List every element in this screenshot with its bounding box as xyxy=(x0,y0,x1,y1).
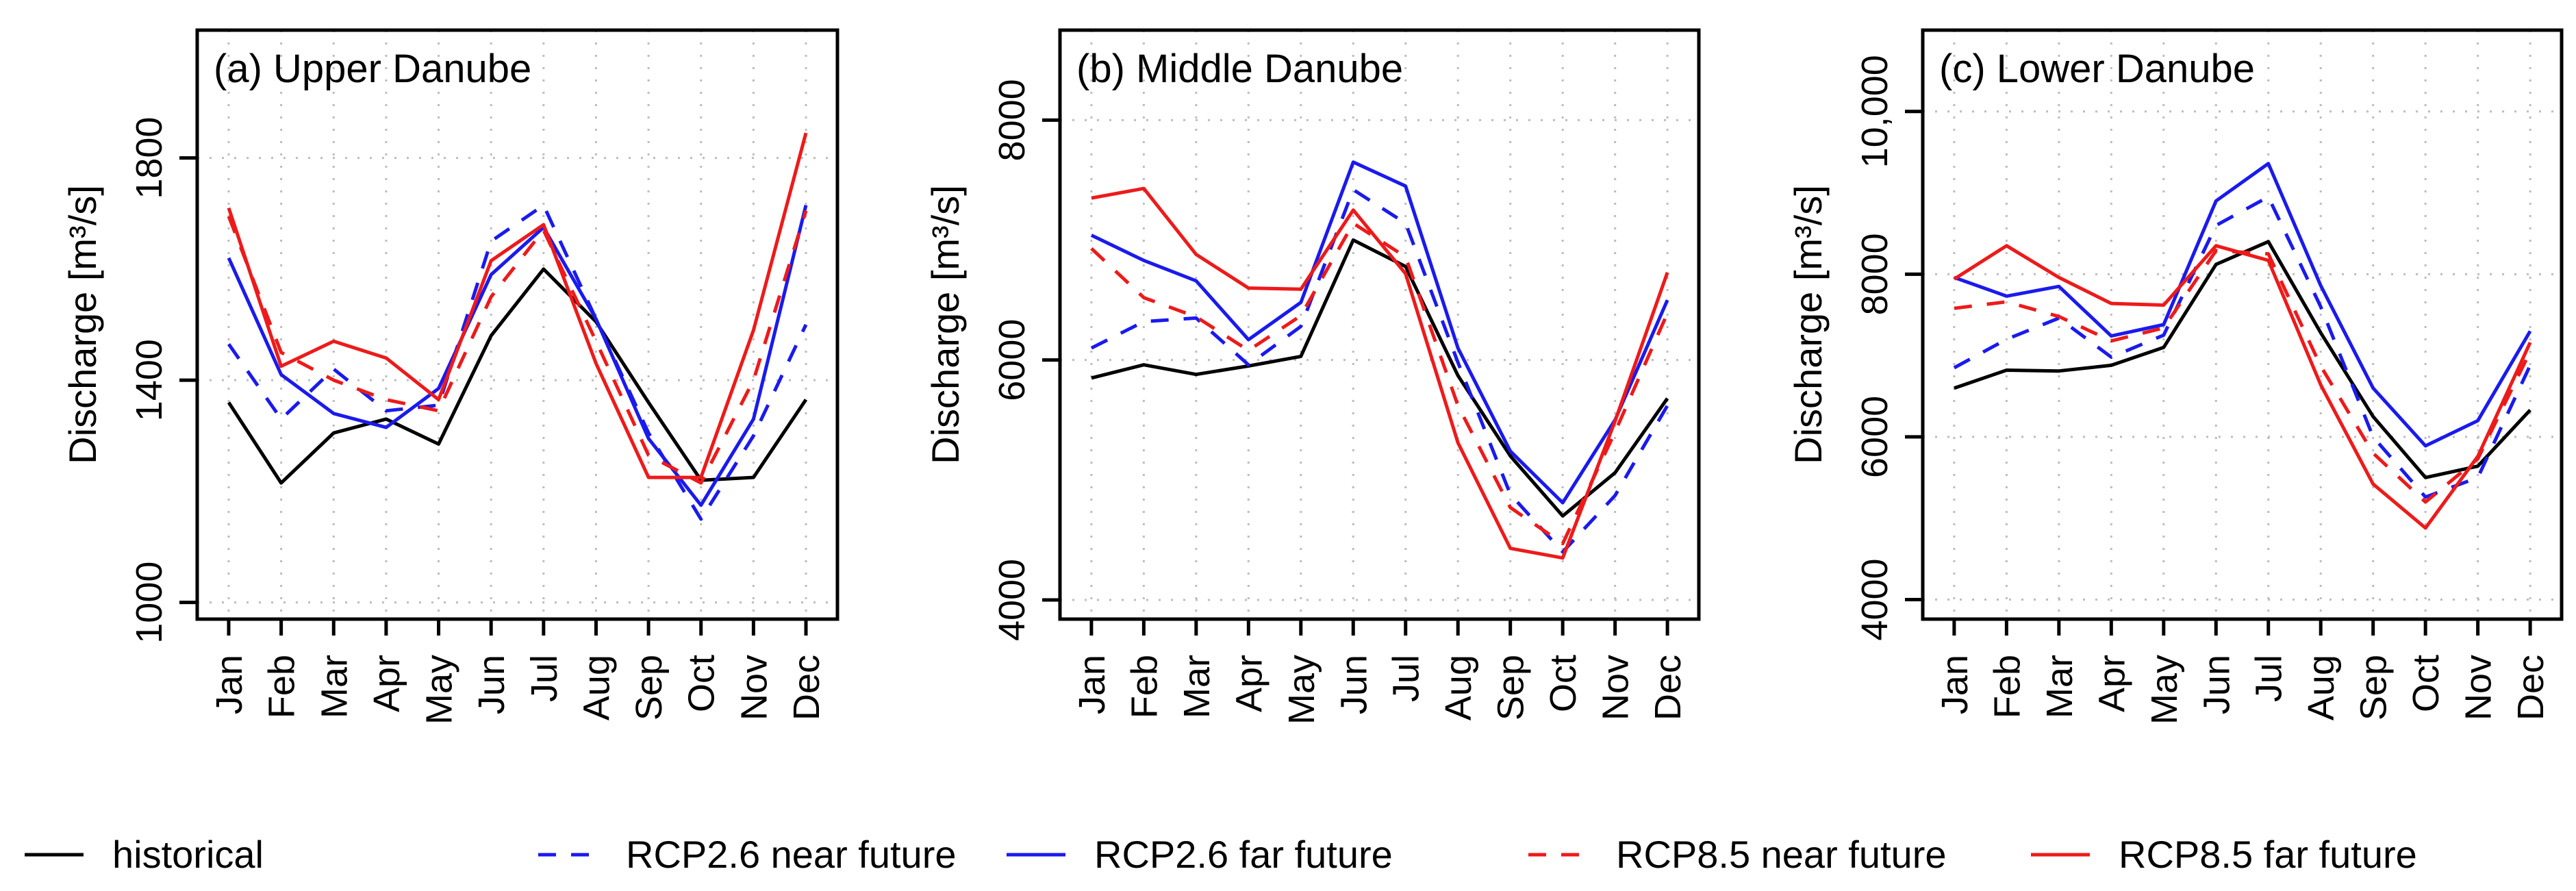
legend-label: RCP2.6 far future xyxy=(1094,833,1393,876)
y-tick-label: 6000 xyxy=(992,319,1033,401)
x-tick-label-apr: Apr xyxy=(366,655,407,712)
plot-frame xyxy=(1921,28,2564,621)
panel-1: 1000 1400 1800 Discharge [m³/s] Jan Feb Mar Apr… xyxy=(61,28,839,725)
x-tick-label-may: May xyxy=(2144,655,2185,725)
y-tick-label: 1800 xyxy=(129,117,170,199)
x-tick-label-dec: Dec xyxy=(786,655,827,720)
series-lines xyxy=(227,132,808,521)
x-tick-label-jan: Jan xyxy=(1934,655,1975,714)
x-tick-label-dec: Dec xyxy=(2510,655,2551,720)
series-rcp8-5-far-future xyxy=(1953,244,2532,530)
series-rcp2-6-far-future xyxy=(1954,162,2532,448)
x-axis: Jan Feb Mar Apr May Jun Jul Aug Sep Oct Nov Dec xyxy=(209,619,827,725)
x-tick-label-jun: Jun xyxy=(2196,655,2237,714)
x-tick-label-nov: Nov xyxy=(1595,655,1637,720)
x-tick-label-apr: Apr xyxy=(2091,655,2132,712)
series-rcp8-5-far-future xyxy=(1091,186,1669,560)
x-axis: Jan Feb Mar Apr May Jun Jul Aug Sep Oct Nov Dec xyxy=(1934,619,2551,725)
series-rcp8-5-near-future xyxy=(1090,221,1669,546)
panel-title: (a) Upper Danube xyxy=(214,47,531,91)
x-tick-label-nov: Nov xyxy=(2458,655,2499,720)
y-tick-label: 6000 xyxy=(1854,396,1895,478)
y-axis-label: Discharge [m³/s] xyxy=(1786,185,1830,464)
x-tick-label-jun: Jun xyxy=(471,655,512,714)
x-tick-label-jul: Jul xyxy=(524,655,565,702)
legend-entry-rcp2-6-far-future: RCP2.6 far future xyxy=(1007,833,1393,876)
legend-label: RCP8.5 far future xyxy=(2119,833,2417,876)
x-tick-label-sep: Sep xyxy=(629,655,670,720)
x-tick-label-sep: Sep xyxy=(2353,655,2395,720)
series-lines xyxy=(1953,162,2532,530)
panel-2: 4000 6000 8000 Discharge [m³/s] Jan Feb Mar Apr… xyxy=(924,28,1701,725)
x-tick-label-nov: Nov xyxy=(733,655,774,720)
series-lines xyxy=(1090,160,1669,560)
x-tick-label-jan: Jan xyxy=(1072,655,1113,714)
legend-label: RCP8.5 near future xyxy=(1616,833,1946,876)
panel-title: (c) Lower Danube xyxy=(1939,47,2255,91)
legend-entry-rcp8-5-near-future: RCP8.5 near future xyxy=(1528,833,1946,876)
series-historical xyxy=(1954,240,2531,479)
x-tick-label-jul: Jul xyxy=(2249,655,2290,702)
series-historical xyxy=(1091,238,1669,518)
y-axis: 4000 6000 8000 10,000 xyxy=(1854,55,1923,641)
x-tick-label-may: May xyxy=(1281,655,1322,725)
series-rcp2-6-near-future xyxy=(1090,188,1669,554)
x-tick-label-oct: Oct xyxy=(1543,655,1584,712)
x-tick-label-jan: Jan xyxy=(209,655,250,714)
plot-frame xyxy=(195,28,839,621)
x-tick-label-apr: Apr xyxy=(1228,655,1270,712)
legend-label: historical xyxy=(112,833,264,876)
x-axis: Jan Feb Mar Apr May Jun Jul Aug Sep Oct Nov Dec xyxy=(1072,619,1689,725)
x-tick-label-jun: Jun xyxy=(1333,655,1374,714)
y-tick-label: 4000 xyxy=(1854,558,1895,640)
panel-title: (b) Middle Danube xyxy=(1076,47,1403,91)
grid xyxy=(1923,30,2562,619)
series-rcp2-6-far-future xyxy=(227,205,808,507)
series-rcp8-5-far-future xyxy=(227,132,808,479)
legend-entry-rcp2-6-near-future: RCP2.6 near future xyxy=(538,833,956,876)
series-rcp2-6-near-future xyxy=(1953,195,2532,499)
series-rcp2-6-near-future xyxy=(227,203,808,521)
x-tick-label-oct: Oct xyxy=(681,655,722,712)
series-historical xyxy=(227,267,808,485)
legend: historical RCP2.6 near future RCP2.6 far f… xyxy=(25,833,2417,876)
x-tick-label-aug: Aug xyxy=(576,655,617,720)
x-tick-label-oct: Oct xyxy=(2405,655,2447,712)
panel-3: 4000 6000 8000 10,000 Discharge [m³/s] Jan Feb… xyxy=(1786,28,2564,725)
y-tick-label: 1400 xyxy=(129,339,170,421)
y-axis: 4000 6000 8000 xyxy=(992,79,1060,641)
series-rcp2-6-far-future xyxy=(1090,160,1669,505)
x-tick-label-aug: Aug xyxy=(2301,655,2342,720)
x-tick-label-mar: Mar xyxy=(314,655,355,718)
x-tick-label-feb: Feb xyxy=(262,655,303,718)
x-tick-label-feb: Feb xyxy=(1124,655,1165,718)
x-tick-label-dec: Dec xyxy=(1647,655,1689,720)
plot-frame xyxy=(1058,28,1701,621)
y-axis: 1000 1400 1800 xyxy=(129,117,197,644)
y-tick-label: 8000 xyxy=(992,79,1033,161)
grid xyxy=(197,30,837,619)
x-tick-label-aug: Aug xyxy=(1438,655,1479,720)
x-tick-label-mar: Mar xyxy=(2039,655,2080,718)
x-tick-label-sep: Sep xyxy=(1491,655,1532,720)
legend-label: RCP2.6 near future xyxy=(626,833,956,876)
y-axis-label: Discharge [m³/s] xyxy=(61,185,104,464)
x-tick-label-may: May xyxy=(419,655,460,725)
legend-entry-rcp8-5-far-future: RCP8.5 far future xyxy=(2031,833,2417,876)
x-tick-label-feb: Feb xyxy=(1986,655,2028,718)
y-axis-label: Discharge [m³/s] xyxy=(924,185,967,464)
x-tick-label-mar: Mar xyxy=(1176,655,1217,718)
grid xyxy=(1060,30,1699,619)
y-tick-label: 10,000 xyxy=(1854,55,1895,168)
y-tick-label: 8000 xyxy=(1854,233,1895,315)
y-tick-label: 4000 xyxy=(992,559,1033,641)
x-tick-label-jul: Jul xyxy=(1386,655,1427,702)
y-tick-label: 1000 xyxy=(129,562,170,644)
legend-entry-historical: historical xyxy=(25,833,264,876)
